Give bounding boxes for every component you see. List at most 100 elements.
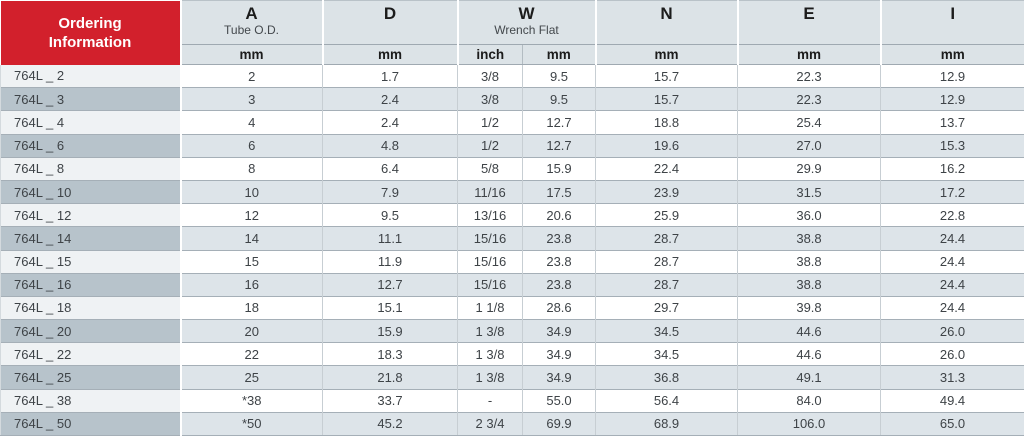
unit-e-mm: mm [736,44,881,65]
col-letter-w: W [518,4,535,23]
row-label: 764L _ 16 [0,272,181,297]
table-row: 764L _ 15 15 11.9 15/16 23.8 28.7 38.8 24.4 [0,249,1024,274]
table-cell: 26.0 [880,319,1024,343]
table-cell: 55.0 [522,388,596,413]
row-label: 764L _ 8 [0,156,181,181]
table-cell: 38.8 [737,272,881,297]
table-cell: 34.5 [595,319,738,343]
table-cell: 23.8 [522,272,596,297]
header-row-units: mm mm inch mm mm mm mm [1,44,1024,65]
table-cell: 1 3/8 [457,365,523,390]
table-cell: 12 [179,203,323,227]
table-row: 764L _ 12 12 9.5 13/16 20.6 25.9 36.0 22.8 [0,203,1024,227]
table-row: 764L _ 14 14 11.1 15/16 23.8 28.7 38.8 24.4 [0,226,1024,250]
table-cell: 69.9 [522,411,596,437]
table-cell: 15.7 [595,64,738,88]
table-cell: 7.9 [322,179,458,204]
col-letter-i: I [950,4,956,23]
header-row-main: Ordering Information A Tube O.D. D W Wre… [0,0,1024,65]
table-cell: 3 [179,87,323,111]
table-cell: 34.9 [522,319,596,343]
table-cell: 34.5 [595,342,738,366]
row-label: 764L _ 20 [0,319,181,343]
table-cell: 44.6 [737,342,881,366]
col-sublabel-e [739,23,880,37]
table-cell: 38.8 [737,226,881,250]
row-label: 764L _ 4 [0,110,181,135]
table-cell: 24.4 [880,249,1024,274]
table-cell: 13/16 [457,203,523,227]
table-cell: 22 [179,342,323,366]
table-cell: 44.6 [737,319,881,343]
table-cell: 56.4 [595,388,738,413]
table-cell: 26.0 [880,342,1024,366]
table-cell: 12.9 [880,87,1024,111]
col-letter-n: N [660,4,673,23]
table-cell: 12.9 [880,64,1024,88]
table-cell: 15.1 [322,295,458,320]
table-cell: 12.7 [322,272,458,297]
col-header-w: W Wrench Flat [456,0,596,45]
unit-w-mm: mm [522,44,596,65]
table-row: 764L _ 20 20 15.9 1 3/8 34.9 34.5 44.6 26.0 [0,319,1024,343]
table-cell: 22.3 [737,87,881,111]
col-header-n: N [594,0,738,45]
table-cell: 34.9 [522,342,596,366]
table-cell: 45.2 [322,411,458,437]
table-cell: 23.8 [522,249,596,274]
col-sublabel-a: Tube O.D. [224,23,279,37]
table-cell: 14 [179,226,323,250]
table-cell: 22.3 [737,64,881,88]
unit-i-mm: mm [879,44,1024,65]
table-cell: 11.9 [322,249,458,274]
row-label: 764L _ 10 [0,179,181,204]
table-cell: 15.7 [595,87,738,111]
table-cell: 21.8 [322,365,458,390]
unit-n-mm: mm [594,44,738,65]
col-sublabel-i [882,23,1024,37]
unit-w-inch: inch [456,44,523,65]
table-cell: 24.4 [880,295,1024,320]
table-cell: 34.9 [522,365,596,390]
col-header-e: E [736,0,881,45]
table-cell: 13.7 [880,110,1024,135]
table-cell: 23.9 [595,179,738,204]
row-label: 764L _ 12 [0,203,181,227]
table-cell: 11.1 [322,226,458,250]
unit-a-mm: mm [179,44,323,65]
col-header-a: A Tube O.D. [179,0,323,45]
table-cell: 11/16 [457,179,523,204]
table-cell: 27.0 [737,133,881,158]
row-label: 764L _ 38 [0,388,181,413]
table-cell: 24.4 [880,226,1024,250]
table-cell: 31.3 [880,365,1024,390]
table-cell: 25.9 [595,203,738,227]
table-row: 764L _ 2 2 1.7 3/8 9.5 15.7 22.3 12.9 [0,64,1024,88]
table-cell: 18 [179,295,323,320]
table-cell: 28.7 [595,249,738,274]
table-row: 764L _ 50 *50 45.2 2 3/4 69.9 68.9 106.0 65.0 [0,411,1024,437]
table-cell: 16 [179,272,323,297]
table-cell: 49.4 [880,388,1024,413]
table-cell: 6 [179,133,323,158]
table-cell: 17.2 [880,179,1024,204]
table-cell: 3/8 [457,87,523,111]
table-cell: 25.4 [737,110,881,135]
table-cell: 22.4 [595,156,738,181]
table-row: 764L _ 22 22 18.3 1 3/8 34.9 34.5 44.6 26.0 [0,342,1024,366]
table-cell: 1 3/8 [457,342,523,366]
ordering-information-line2: Information [48,33,132,51]
table-cell: 15/16 [457,249,523,274]
row-label: 764L _ 14 [0,226,181,250]
table-cell: 16.2 [880,156,1024,181]
table-cell: 36.0 [737,203,881,227]
table-cell: 28.7 [595,226,738,250]
table-cell: 23.8 [522,226,596,250]
table-cell: 20.6 [522,203,596,227]
table-cell: 15/16 [457,226,523,250]
table-cell: 24.4 [880,272,1024,297]
table-cell: 2.4 [322,110,458,135]
table-row: 764L _ 16 16 12.7 15/16 23.8 28.7 38.8 24.4 [0,272,1024,297]
col-header-i: I [879,0,1024,45]
col-sublabel-n [597,23,737,37]
